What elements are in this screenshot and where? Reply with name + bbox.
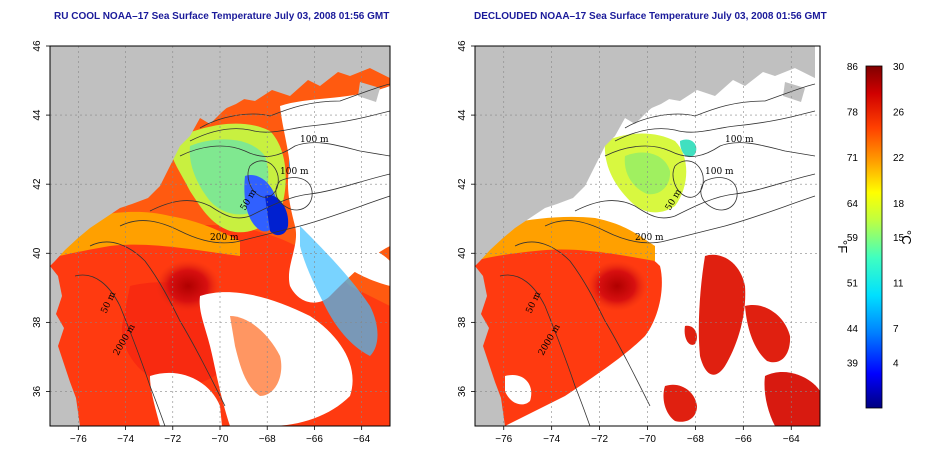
right-lon-tick-label: −64 [783,434,800,445]
celsius-tick-label: 22 [893,153,905,164]
fahrenheit-tick-label: 44 [847,324,859,335]
celsius-tick-label: 15 [893,233,905,244]
celsius-unit-label: °C [899,230,914,245]
fahrenheit-tick-label: 86 [847,62,859,73]
celsius-tick-label: 26 [893,108,905,119]
fahrenheit-tick-label: 39 [847,358,859,369]
left-lat-tick-label: 42 [32,178,43,190]
left-lat-tick-label: 38 [32,316,43,328]
fahrenheit-tick-label: 59 [847,233,859,244]
right-lat-tick-label: 44 [457,109,468,121]
right-lon-tick-label: −72 [591,434,608,445]
left-map-title: RU COOL NOAA–17 Sea Surface Temperature … [54,11,390,22]
fahrenheit-tick-label: 64 [847,199,859,210]
left-lat-tick-label: 44 [32,109,43,121]
fahrenheit-unit-label: °F [835,240,850,253]
right-warm-core-eddy [587,261,647,311]
right-lon-tick-label: −76 [495,434,512,445]
right-map-title: DECLOUDED NOAA–17 Sea Surface Temperatur… [474,11,827,22]
right-map-frame [474,45,821,427]
left-lon-tick-label: −70 [212,434,229,445]
fahrenheit-tick-label: 78 [847,108,859,119]
right-lat-tick-label: 38 [457,316,468,328]
right-lat-tick-label: 40 [457,247,468,259]
left-lon-tick-label: −66 [306,434,323,445]
right-lat-tick-label: 46 [457,40,468,52]
right-lon-tick-label: −70 [639,434,656,445]
right-lon-tick-label: −68 [687,434,704,445]
celsius-tick-label: 4 [893,358,899,369]
right-lon-tick-label: −66 [735,434,752,445]
left-lon-tick-label: −76 [70,434,87,445]
celsius-tick-label: 11 [893,279,904,290]
left-lat-tick-label: 40 [32,247,43,259]
right-lon-tick-label: −74 [543,434,560,445]
right-lat-tick-label: 42 [457,178,468,190]
right-lat-tick-label: 36 [457,385,468,397]
fahrenheit-tick-label: 51 [847,279,859,290]
fahrenheit-tick-label: 71 [847,153,859,164]
left-map-frame [49,45,391,427]
left-lon-tick-label: −64 [353,434,370,445]
celsius-tick-label: 30 [893,62,905,73]
celsius-tick-label: 7 [893,324,899,335]
left-lon-tick-label: −68 [259,434,276,445]
left-lat-tick-label: 46 [32,40,43,52]
celsius-tick-label: 18 [893,199,905,210]
left-lon-tick-label: −72 [164,434,181,445]
colorbar-gradient [865,65,883,409]
map-axes: −76 −74 −72 −70 −68 −66 −64 36 38 40 42 44 46 −76 −74 −… [32,40,821,445]
left-lat-tick-label: 36 [32,385,43,397]
left-lon-tick-label: −74 [117,434,134,445]
